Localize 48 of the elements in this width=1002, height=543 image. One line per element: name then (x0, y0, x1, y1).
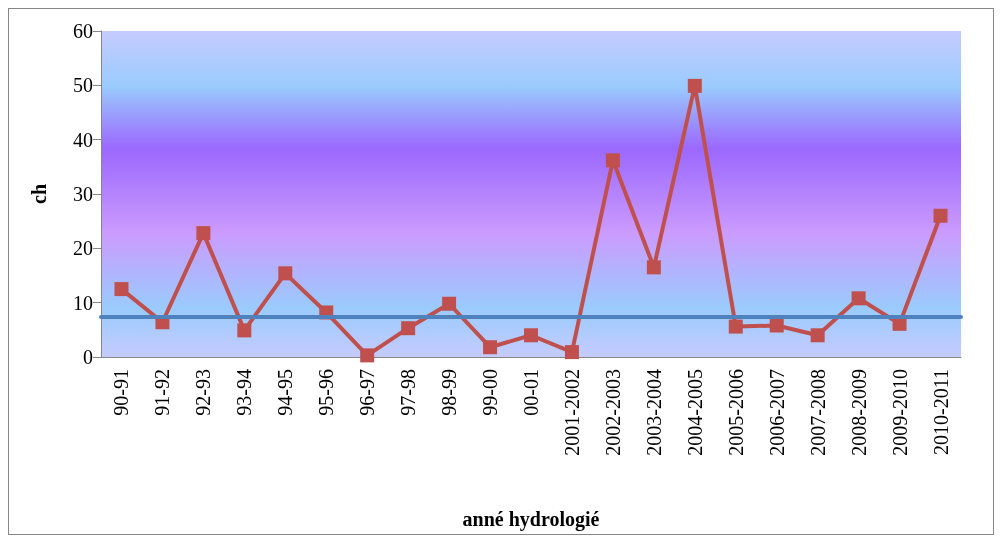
x-tick-label: 92-93 (192, 369, 215, 416)
point (401, 321, 416, 336)
y-axis-title: ch (28, 184, 50, 204)
x-tick-label: 2005-2006 (724, 369, 747, 456)
y-tick-label: 50 (73, 74, 93, 97)
x-tick-label: 98-99 (438, 369, 461, 416)
point (646, 260, 661, 275)
x-tick-label: 00-01 (520, 369, 542, 416)
y-tick-label: 30 (73, 183, 93, 205)
point (564, 345, 579, 360)
x-tick-label: 93-94 (233, 369, 256, 416)
x-tick-label: 2004-2005 (683, 369, 706, 456)
point (196, 226, 211, 241)
y-tick-label: 60 (73, 20, 93, 42)
x-tick-label: 91-92 (151, 369, 174, 416)
point (605, 153, 620, 168)
x-tick-label: 2008-2009 (847, 369, 870, 456)
x-tick-label: 94-95 (274, 369, 297, 416)
x-tick-label: 97-98 (397, 369, 420, 416)
point (237, 323, 252, 338)
x-axis-title: anné hydrologié (462, 508, 600, 531)
x-tick-label: 2010-2011 (929, 369, 952, 455)
x-tick-label: 2003-2004 (642, 369, 665, 456)
point (687, 78, 702, 93)
x-tick-label: 2006-2007 (765, 369, 788, 456)
y-tick-label: 20 (73, 237, 93, 260)
point (728, 319, 743, 334)
x-tick-label: 90-91 (110, 369, 133, 416)
point (483, 340, 498, 355)
point (851, 291, 866, 306)
point (278, 266, 293, 281)
point (442, 296, 457, 311)
point (933, 208, 948, 223)
y-tick-label: 10 (73, 291, 93, 314)
x-tick-label: 99-00 (479, 369, 502, 416)
y-tick-label: 40 (73, 128, 93, 151)
point (524, 328, 538, 343)
point (769, 318, 784, 333)
x-tick-label: 95-96 (315, 369, 338, 416)
x-tick-label: 2001-2002 (560, 369, 583, 456)
point (810, 328, 825, 343)
point (360, 348, 375, 363)
x-tick-label: 2009-2010 (888, 369, 911, 456)
x-tick-label: 2007-2008 (806, 369, 829, 456)
x-tick-label: 2002-2003 (601, 369, 624, 456)
x-tick-label: 96-97 (356, 369, 379, 416)
y-tick-label: 0 (83, 346, 93, 368)
point (114, 282, 129, 297)
